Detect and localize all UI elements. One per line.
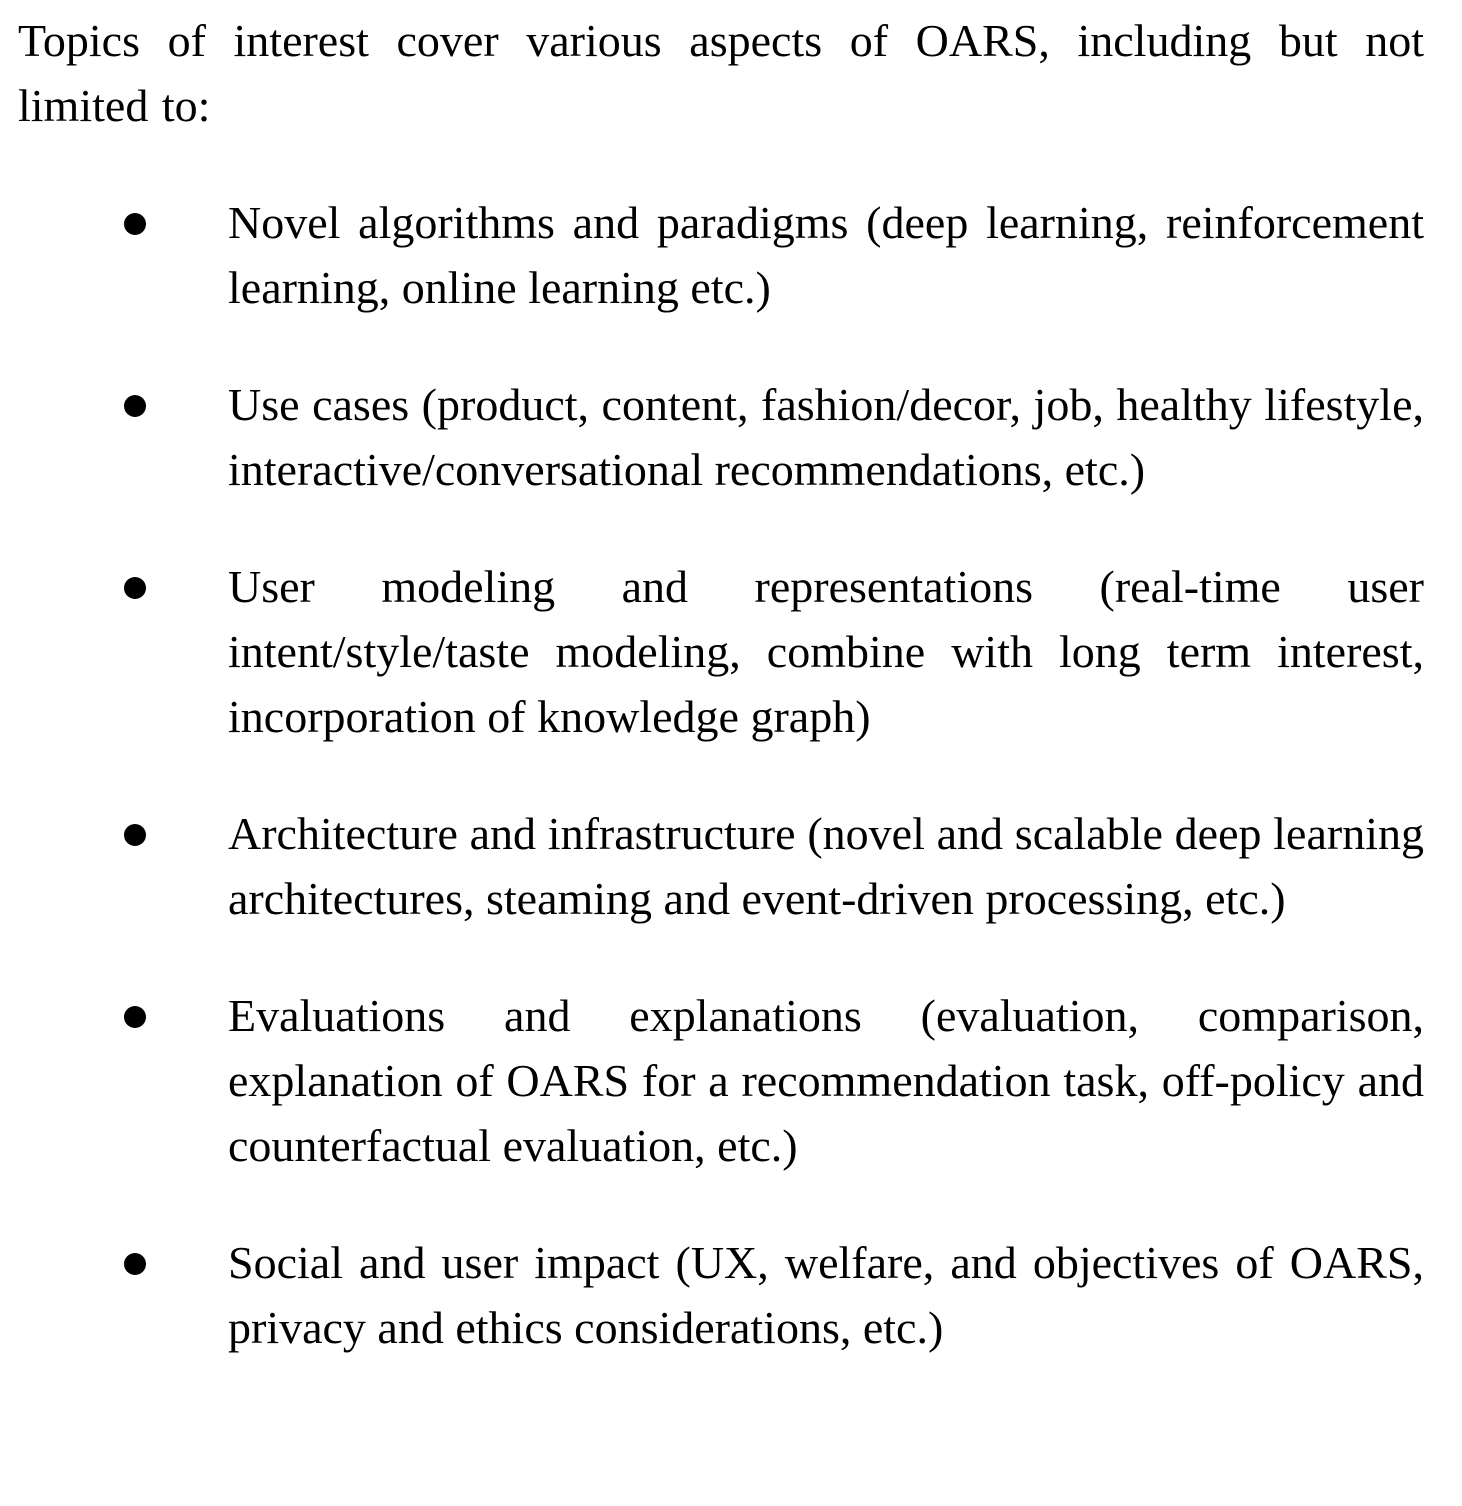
topics-list: Novel algorithms and paradigms (deep lea… xyxy=(18,190,1424,1360)
topic-text: Novel algorithms and paradigms (deep lea… xyxy=(228,197,1424,313)
bullet-icon xyxy=(124,824,146,846)
bullet-icon xyxy=(124,577,146,599)
topic-item: Use cases (product, content, fashion/dec… xyxy=(18,372,1424,502)
bullet-icon xyxy=(124,1006,146,1028)
document-page: Topics of interest cover various aspects… xyxy=(18,8,1424,1360)
topic-item: User modeling and representations (real-… xyxy=(18,554,1424,749)
bullet-icon xyxy=(124,395,146,417)
intro-paragraph: Topics of interest cover various aspects… xyxy=(18,15,1424,131)
topic-text: Evaluations and explanations (evaluation… xyxy=(228,990,1424,1171)
topic-text: Architecture and infrastructure (novel a… xyxy=(228,808,1424,924)
topic-item: Novel algorithms and paradigms (deep lea… xyxy=(18,190,1424,320)
topic-text: Use cases (product, content, fashion/dec… xyxy=(228,379,1424,495)
bullet-icon xyxy=(124,213,146,235)
topic-item: Evaluations and explanations (evaluation… xyxy=(18,983,1424,1178)
topic-text: Social and user impact (UX, welfare, and… xyxy=(228,1237,1424,1353)
topic-item: Social and user impact (UX, welfare, and… xyxy=(18,1230,1424,1360)
topic-item: Architecture and infrastructure (novel a… xyxy=(18,801,1424,931)
bullet-icon xyxy=(124,1253,146,1275)
topic-text: User modeling and representations (real-… xyxy=(228,561,1424,742)
